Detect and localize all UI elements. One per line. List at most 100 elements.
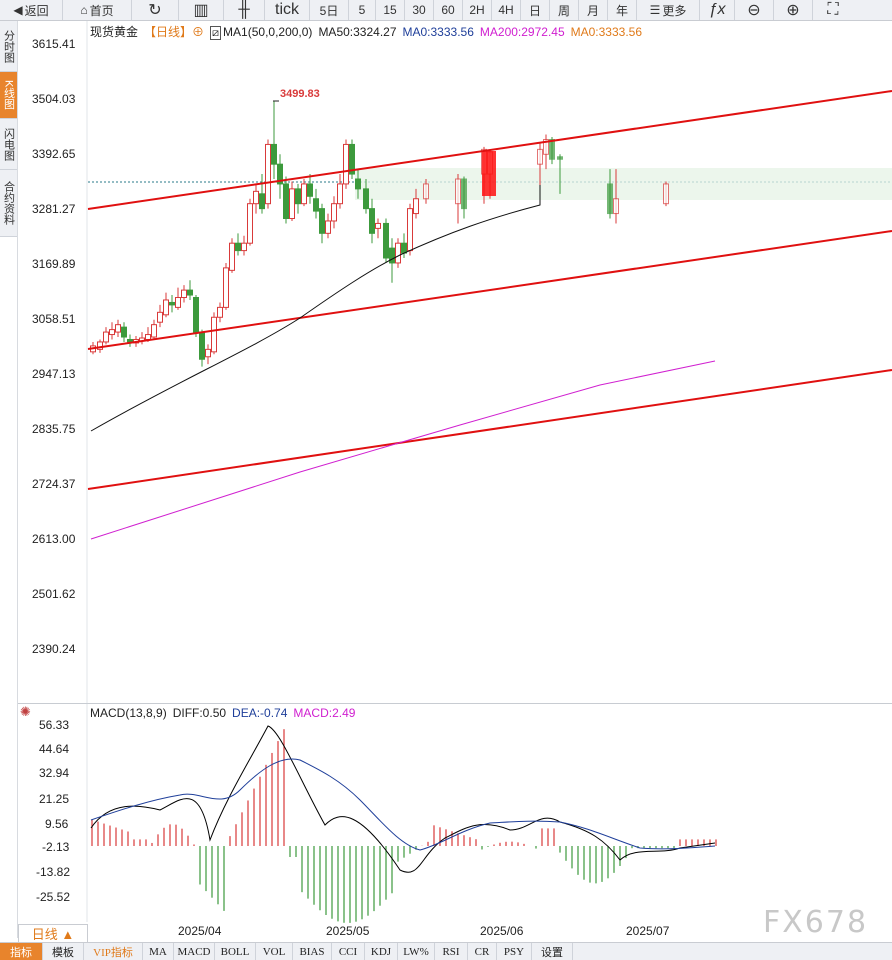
price-tick: 2835.75 [32,422,76,436]
tab-boll[interactable]: BOLL [215,943,256,960]
period-5min[interactable]: 5 [349,0,376,20]
tab-cr[interactable]: CR [468,943,497,960]
trend-line [87,230,892,350]
tab-cci[interactable]: CCI [332,943,365,960]
candle-body [337,183,343,205]
fullscreen-icon: ⛶ [827,1,839,18]
more-button[interactable]: ☰ 更多 [637,0,700,20]
candle-body [395,242,401,264]
indicator-tabs: 指标 模板 VIP指标 MA MACD BOLL VOL BIAS CCI KD… [0,942,892,960]
overlay-band [355,168,892,200]
price-tick: 2501.62 [32,587,76,601]
candle-body [663,183,669,205]
period-2h[interactable]: 2H [463,0,492,20]
add-icon[interactable]: ⊕ [192,25,205,39]
zoom-out-icon: ⊖ [747,2,761,19]
side-tab-kline[interactable]: K线图 [0,72,17,119]
candle-body [283,183,289,220]
tab-vol[interactable]: VOL [256,943,293,960]
ma-icon[interactable]: ⧄ [210,26,222,40]
period-dropdown[interactable]: 日线 ▲ [18,924,88,943]
tab-lw[interactable]: LW% [398,943,435,960]
candle-body [259,193,265,210]
macd-tick: 32.94 [39,766,70,780]
tab-psy[interactable]: PSY [497,943,532,960]
side-tab-contract[interactable]: 合约资料 [0,170,17,237]
candle-body [355,178,361,190]
candle-body [163,299,169,316]
macd-settings-icon[interactable]: ✺ [20,705,31,720]
bar-chart-icon: ▥ [193,2,209,19]
candle-body [187,289,193,296]
zoom-in-button[interactable]: ⊕ [774,0,813,20]
macd-diff: DIFF:0.50 [172,706,227,720]
side-tab-timeshare[interactable]: 分时图 [0,21,17,72]
candle-body [613,198,619,215]
macd-tick: 44.64 [39,742,70,756]
price-tick: 2390.24 [32,642,76,656]
tab-settings[interactable]: 设置 [532,943,573,960]
period-4h[interactable]: 4H [492,0,521,20]
tab-template[interactable]: 模板 [43,943,84,960]
watermark: FX678 [763,905,869,940]
macd-dea: DEA:-0.74 [232,706,288,720]
period-month[interactable]: 月 [579,0,608,20]
candle-body [461,178,467,210]
ma1-label: MA1(50,0,200,0) [223,25,313,39]
period-day[interactable]: 日 [521,0,550,20]
ma0-label: MA0:3333.56 [402,25,474,39]
candle-body [423,183,429,200]
candle-body [383,222,389,259]
candle-body [549,138,555,160]
home-icon: ⌂ [80,3,88,17]
price-tick: 2947.13 [32,367,76,381]
candle-body [295,188,301,205]
period-30min[interactable]: 30 [405,0,434,20]
period-year[interactable]: 年 [608,0,637,20]
chart-type-button[interactable]: ▥ [179,0,224,20]
candle-body [247,203,253,244]
tab-kdj[interactable]: KDJ [365,943,398,960]
macd-legend: MACD(13,8,9) DIFF:0.50 DEA:-0.74 MACD:2.49 [90,706,361,720]
candle-body [211,316,217,353]
candle-body [229,242,235,271]
period-60min[interactable]: 60 [434,0,463,20]
candle-button[interactable]: ╫ [224,0,265,20]
formula-button[interactable]: ƒx [700,0,735,20]
tab-vip[interactable]: VIP指标 [84,943,143,960]
candle-body [265,143,271,205]
candle-body [217,306,223,318]
zoom-in-icon: ⊕ [786,2,800,19]
back-button[interactable]: ◀ 返回 [0,0,63,20]
high-label: 3499.83 [280,88,320,100]
dea-line [90,758,716,851]
candle-body [235,242,241,252]
zoom-out-button[interactable]: ⊖ [735,0,774,20]
tab-rsi[interactable]: RSI [435,943,468,960]
period-week[interactable]: 周 [550,0,579,20]
tick-button[interactable]: tick [265,0,310,20]
price-tick: 3392.65 [32,147,76,161]
ma0b-label: MA0:3333.56 [570,25,643,39]
highlight-block [482,151,496,196]
period-5day[interactable]: 5日 [310,0,349,20]
tab-ma[interactable]: MA [143,943,174,960]
fullscreen-button[interactable]: ⛶ [813,0,853,20]
price-tick: 3058.51 [32,312,76,326]
candles [90,100,669,367]
tab-indicator[interactable]: 指标 [0,943,43,960]
candle-body [319,208,325,234]
side-tab-flash[interactable]: 闪电图 [0,119,17,170]
tab-bias[interactable]: BIAS [293,943,332,960]
trend-line [87,369,892,490]
price-tick: 2613.00 [32,532,76,546]
home-button[interactable]: ⌂ 首页 [63,0,132,20]
period-15min[interactable]: 15 [376,0,405,20]
ma-lines [90,185,716,540]
refresh-button[interactable]: ↻ [132,0,179,20]
candle-body [301,183,307,205]
candle-body [543,138,549,155]
tab-macd[interactable]: MACD [174,943,215,960]
fx-icon: ƒx [708,1,726,18]
